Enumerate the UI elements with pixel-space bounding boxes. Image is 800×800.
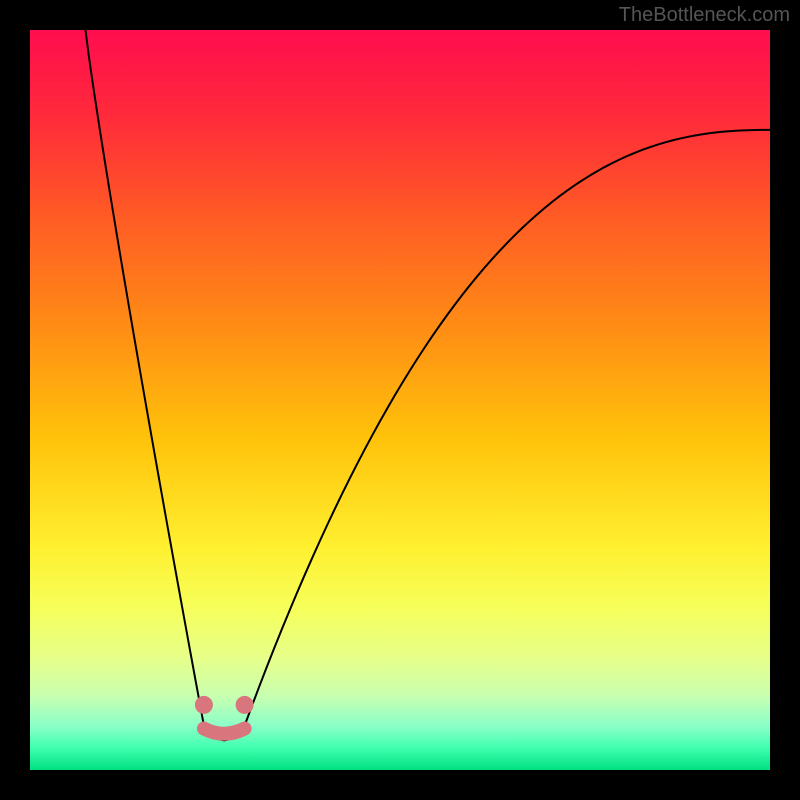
marker-connector xyxy=(204,729,245,734)
bottleneck-chart xyxy=(0,0,800,800)
marker-right xyxy=(236,696,254,714)
chart-container: TheBottleneck.com xyxy=(0,0,800,800)
watermark-text: TheBottleneck.com xyxy=(619,4,790,27)
marker-left xyxy=(195,696,213,714)
gradient-background xyxy=(30,30,770,770)
